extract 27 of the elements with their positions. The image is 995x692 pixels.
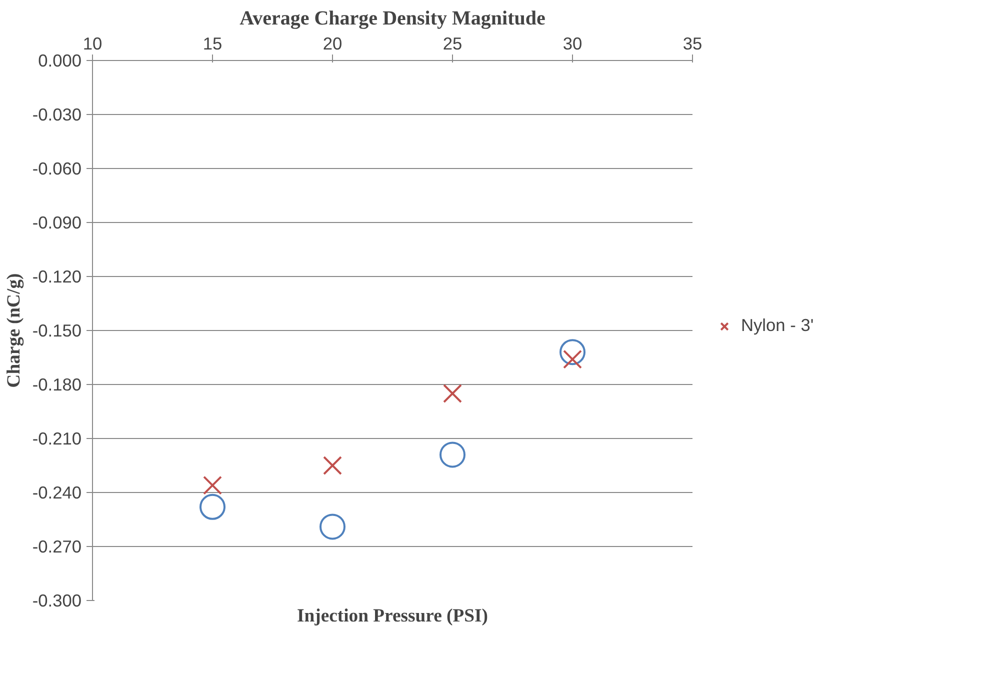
x-tick-label: 30 (562, 34, 582, 54)
point (203, 476, 222, 495)
x-tick-label: 35 (682, 34, 702, 54)
y-tick-label: -0.240 (32, 482, 82, 502)
x-tick-label: 20 (322, 34, 342, 54)
y-tick-label: -0.090 (32, 212, 82, 232)
y-tick-label: 0.000 (38, 50, 82, 70)
point (440, 442, 466, 468)
y-tick-label: -0.060 (32, 158, 82, 178)
point (320, 514, 346, 540)
y-tick-label: -0.210 (32, 428, 82, 448)
legend-label: Nylon - 3' (741, 315, 814, 336)
y-tick-label: -0.270 (32, 536, 82, 556)
y-tick-label: -0.300 (32, 590, 82, 610)
point (200, 494, 226, 520)
y-tick-label: -0.180 (32, 374, 82, 394)
point (323, 456, 342, 475)
x-tick-label: 25 (442, 34, 462, 54)
y-tick-label: -0.150 (32, 320, 82, 340)
chart-title: Average Charge Density Magnitude (240, 8, 546, 30)
point (443, 384, 462, 403)
x-tick-label: 10 (82, 34, 102, 54)
y-axis-title: Charge (nC/g) (3, 273, 24, 388)
x-tick-label: 15 (202, 34, 222, 54)
y-tick-label: -0.030 (32, 104, 82, 124)
y-tick-label: -0.120 (32, 266, 82, 286)
x-axis-title: Injection Pressure (PSI) (296, 606, 488, 626)
